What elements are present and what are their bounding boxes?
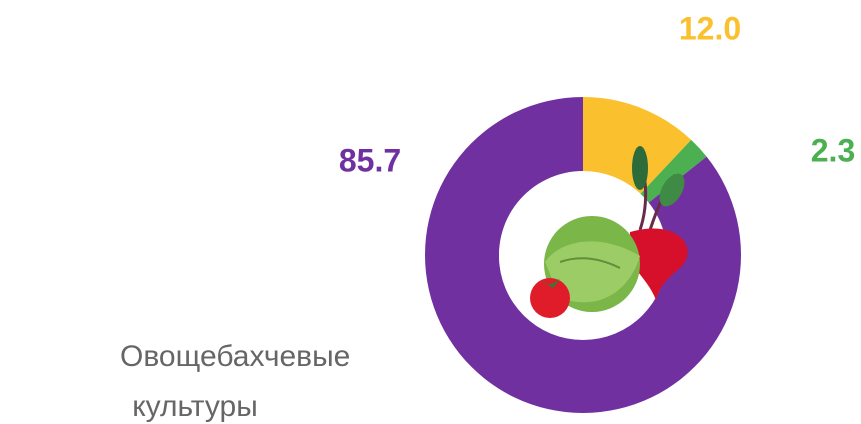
donut: [425, 97, 742, 413]
chart-title: Овощебахчевые культуры: [120, 340, 351, 423]
donut-slice: [583, 97, 692, 194]
donut-slice: [425, 97, 742, 413]
donut-slice: [640, 139, 707, 203]
vegetable-illustration: [499, 146, 688, 340]
value-label: 85.7: [339, 142, 401, 178]
value-label: 2.3: [811, 132, 855, 168]
value-label: 12.0: [679, 10, 741, 46]
